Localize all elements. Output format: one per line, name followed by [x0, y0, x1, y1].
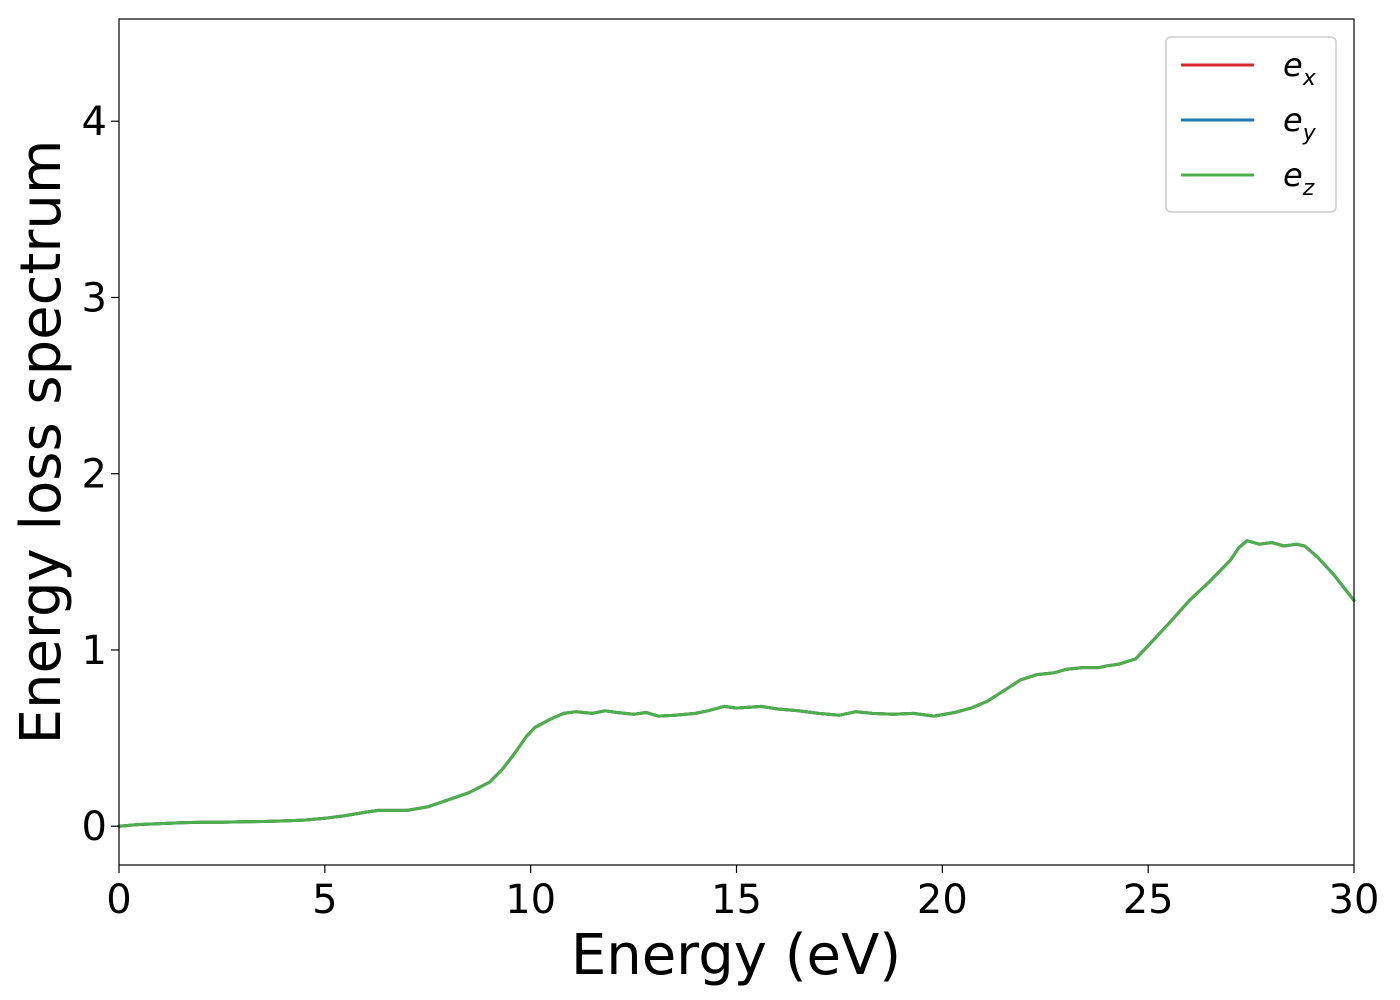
y-tick-label: 4 [82, 99, 107, 145]
legend-box [1165, 36, 1337, 213]
y-tick-label: 3 [82, 275, 107, 321]
y-axis-ticks: 0 1 2 3 4 [82, 99, 119, 850]
x-tick-label: 5 [312, 877, 337, 923]
x-tick-label: 0 [106, 877, 131, 923]
x-tick-label: 25 [1123, 877, 1174, 923]
x-axis-label: Energy (eV) [571, 923, 901, 988]
y-tick-label: 2 [82, 452, 107, 498]
x-tick-label: 20 [917, 877, 968, 923]
x-tick-label: 15 [711, 877, 762, 923]
x-axis-ticks: 0 5 10 15 20 25 30 [106, 865, 1379, 923]
plot-background [119, 19, 1354, 865]
series-line-z [117, 539, 1356, 828]
x-tick-label: 10 [505, 877, 556, 923]
y-tick-label: 1 [82, 628, 107, 674]
y-tick-label: 0 [82, 804, 107, 850]
y-axis-label: Energy loss spectrum [9, 140, 74, 745]
x-tick-label: 30 [1329, 877, 1380, 923]
series-layer [117, 539, 1356, 828]
